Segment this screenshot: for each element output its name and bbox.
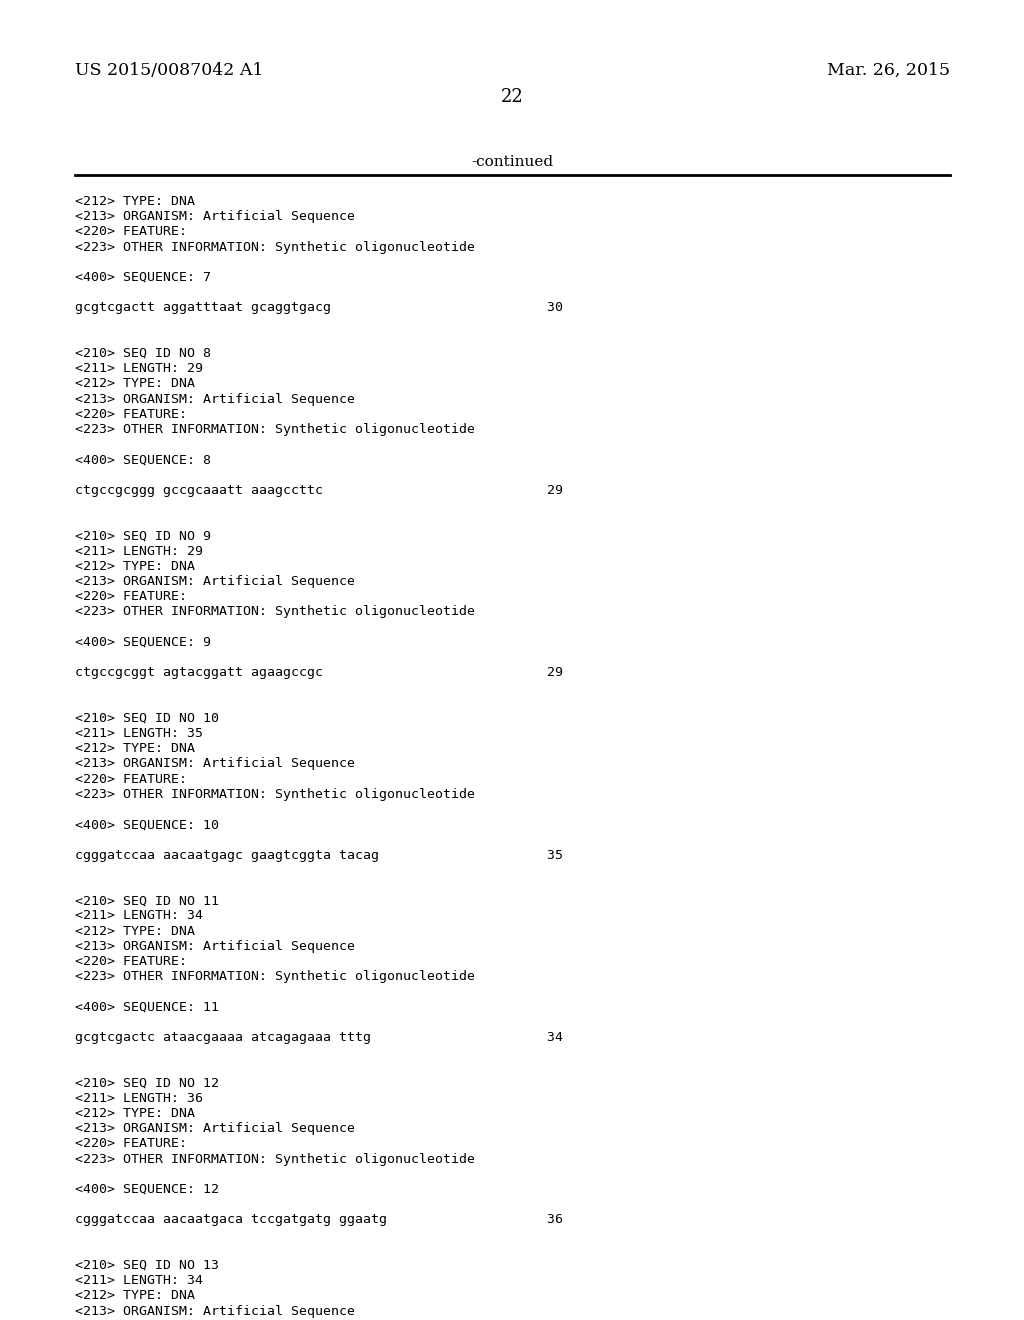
Text: <400> SEQUENCE: 7: <400> SEQUENCE: 7 <box>75 271 211 284</box>
Text: <223> OTHER INFORMATION: Synthetic oligonucleotide: <223> OTHER INFORMATION: Synthetic oligo… <box>75 606 475 618</box>
Text: <212> TYPE: DNA: <212> TYPE: DNA <box>75 1107 195 1119</box>
Text: <212> TYPE: DNA: <212> TYPE: DNA <box>75 378 195 391</box>
Text: <223> OTHER INFORMATION: Synthetic oligonucleotide: <223> OTHER INFORMATION: Synthetic oligo… <box>75 422 475 436</box>
Text: <211> LENGTH: 34: <211> LENGTH: 34 <box>75 909 203 923</box>
Text: <212> TYPE: DNA: <212> TYPE: DNA <box>75 924 195 937</box>
Text: ctgccgcggg gccgcaaatt aaagccttc                            29: ctgccgcggg gccgcaaatt aaagccttc 29 <box>75 484 563 496</box>
Text: <212> TYPE: DNA: <212> TYPE: DNA <box>75 1290 195 1303</box>
Text: cgggatccaa aacaatgaca tccgatgatg ggaatg                    36: cgggatccaa aacaatgaca tccgatgatg ggaatg … <box>75 1213 563 1226</box>
Text: <400> SEQUENCE: 11: <400> SEQUENCE: 11 <box>75 1001 219 1014</box>
Text: 22: 22 <box>501 88 523 106</box>
Text: <220> FEATURE:: <220> FEATURE: <box>75 590 187 603</box>
Text: <212> TYPE: DNA: <212> TYPE: DNA <box>75 742 195 755</box>
Text: cgggatccaa aacaatgagc gaagtcggta tacag                     35: cgggatccaa aacaatgagc gaagtcggta tacag 3… <box>75 849 563 862</box>
Text: <212> TYPE: DNA: <212> TYPE: DNA <box>75 560 195 573</box>
Text: <211> LENGTH: 29: <211> LENGTH: 29 <box>75 362 203 375</box>
Text: <213> ORGANISM: Artificial Sequence: <213> ORGANISM: Artificial Sequence <box>75 576 355 587</box>
Text: <223> OTHER INFORMATION: Synthetic oligonucleotide: <223> OTHER INFORMATION: Synthetic oligo… <box>75 240 475 253</box>
Text: <400> SEQUENCE: 12: <400> SEQUENCE: 12 <box>75 1183 219 1196</box>
Text: <211> LENGTH: 35: <211> LENGTH: 35 <box>75 727 203 741</box>
Text: <210> SEQ ID NO 13: <210> SEQ ID NO 13 <box>75 1259 219 1272</box>
Text: <220> FEATURE:: <220> FEATURE: <box>75 1138 187 1151</box>
Text: <213> ORGANISM: Artificial Sequence: <213> ORGANISM: Artificial Sequence <box>75 210 355 223</box>
Text: <213> ORGANISM: Artificial Sequence: <213> ORGANISM: Artificial Sequence <box>75 1122 355 1135</box>
Text: <211> LENGTH: 29: <211> LENGTH: 29 <box>75 545 203 557</box>
Text: <220> FEATURE:: <220> FEATURE: <box>75 954 187 968</box>
Text: <223> OTHER INFORMATION: Synthetic oligonucleotide: <223> OTHER INFORMATION: Synthetic oligo… <box>75 1152 475 1166</box>
Text: -continued: -continued <box>471 154 553 169</box>
Text: <210> SEQ ID NO 8: <210> SEQ ID NO 8 <box>75 347 211 360</box>
Text: gcgtcgactc ataacgaaaa atcagagaaa tttg                      34: gcgtcgactc ataacgaaaa atcagagaaa tttg 34 <box>75 1031 563 1044</box>
Text: <211> LENGTH: 36: <211> LENGTH: 36 <box>75 1092 203 1105</box>
Text: <400> SEQUENCE: 10: <400> SEQUENCE: 10 <box>75 818 219 832</box>
Text: <211> LENGTH: 34: <211> LENGTH: 34 <box>75 1274 203 1287</box>
Text: <210> SEQ ID NO 12: <210> SEQ ID NO 12 <box>75 1077 219 1089</box>
Text: gcgtcgactt aggatttaat gcaggtgacg                           30: gcgtcgactt aggatttaat gcaggtgacg 30 <box>75 301 563 314</box>
Text: <213> ORGANISM: Artificial Sequence: <213> ORGANISM: Artificial Sequence <box>75 940 355 953</box>
Text: <212> TYPE: DNA: <212> TYPE: DNA <box>75 195 195 209</box>
Text: ctgccgcggt agtacggatt agaagccgc                            29: ctgccgcggt agtacggatt agaagccgc 29 <box>75 667 563 680</box>
Text: <220> FEATURE:: <220> FEATURE: <box>75 408 187 421</box>
Text: US 2015/0087042 A1: US 2015/0087042 A1 <box>75 62 263 79</box>
Text: <220> FEATURE:: <220> FEATURE: <box>75 226 187 239</box>
Text: <400> SEQUENCE: 9: <400> SEQUENCE: 9 <box>75 636 211 649</box>
Text: <213> ORGANISM: Artificial Sequence: <213> ORGANISM: Artificial Sequence <box>75 1304 355 1317</box>
Text: <223> OTHER INFORMATION: Synthetic oligonucleotide: <223> OTHER INFORMATION: Synthetic oligo… <box>75 970 475 983</box>
Text: <210> SEQ ID NO 10: <210> SEQ ID NO 10 <box>75 711 219 725</box>
Text: <400> SEQUENCE: 8: <400> SEQUENCE: 8 <box>75 453 211 466</box>
Text: Mar. 26, 2015: Mar. 26, 2015 <box>826 62 950 79</box>
Text: <210> SEQ ID NO 11: <210> SEQ ID NO 11 <box>75 894 219 907</box>
Text: <210> SEQ ID NO 9: <210> SEQ ID NO 9 <box>75 529 211 543</box>
Text: <213> ORGANISM: Artificial Sequence: <213> ORGANISM: Artificial Sequence <box>75 758 355 771</box>
Text: <223> OTHER INFORMATION: Synthetic oligonucleotide: <223> OTHER INFORMATION: Synthetic oligo… <box>75 788 475 801</box>
Text: <220> FEATURE:: <220> FEATURE: <box>75 772 187 785</box>
Text: <213> ORGANISM: Artificial Sequence: <213> ORGANISM: Artificial Sequence <box>75 392 355 405</box>
